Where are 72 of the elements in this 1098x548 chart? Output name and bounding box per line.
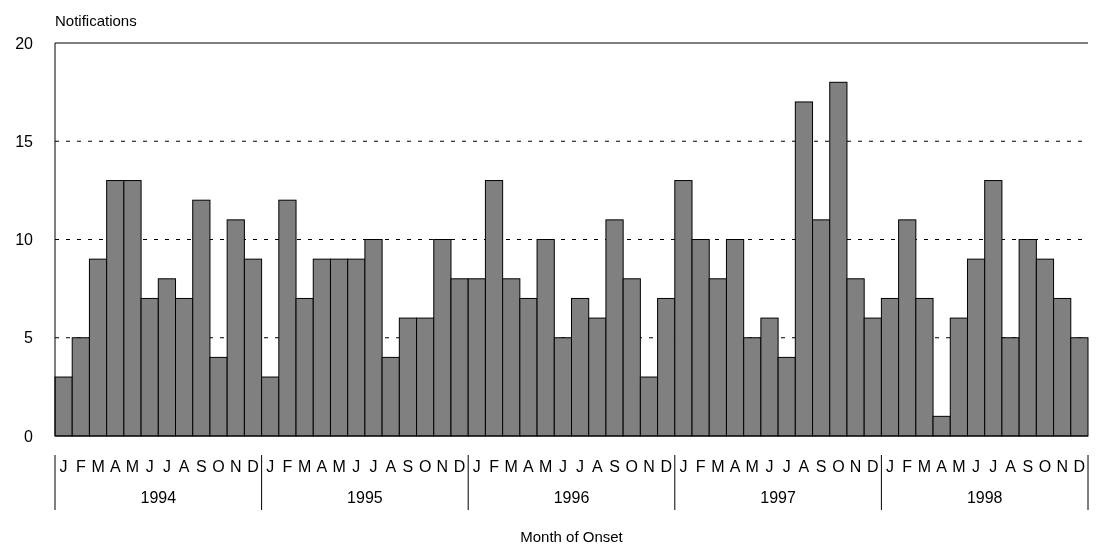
x-tick-label: A xyxy=(798,458,810,475)
y-tick-label: 10 xyxy=(15,231,34,249)
x-tick-label: A xyxy=(178,458,190,475)
x-tick-label: M xyxy=(917,458,932,475)
text: 1994 xyxy=(140,489,177,506)
x-tick-label: A xyxy=(109,458,121,475)
x-tick-label: J xyxy=(472,458,481,475)
x-tick-label: A xyxy=(523,458,535,475)
x-tick-label: N xyxy=(436,458,449,475)
x-tick-label: M xyxy=(297,458,312,475)
x-tick-label: N xyxy=(1056,458,1068,475)
x-tick-label: M xyxy=(539,458,553,475)
x-tick-label: F xyxy=(282,458,293,475)
x-tick-label: J xyxy=(972,458,981,475)
text: 1996 xyxy=(553,489,590,506)
x-tick-label: D xyxy=(453,458,466,475)
x-tick-label: J xyxy=(352,458,361,475)
x-tick-label: O xyxy=(418,458,432,475)
x-tick-label: J xyxy=(558,458,567,475)
y-tick-label: 0 xyxy=(24,427,34,445)
x-tick-label: S xyxy=(609,458,620,475)
x-tick-label: J xyxy=(59,458,68,475)
x-tick-label: D xyxy=(247,458,259,475)
x-tick-label: J xyxy=(162,458,171,475)
x-tick-label: F xyxy=(489,458,500,475)
x-tick-label: F xyxy=(902,458,913,475)
x-tick-label: S xyxy=(196,458,207,475)
x-tick-label: A xyxy=(591,458,603,475)
x-tick-label: A xyxy=(1005,458,1017,475)
x-tick-label: J xyxy=(145,458,154,475)
x-tick-label: M xyxy=(745,458,759,475)
x-tick-label: S xyxy=(402,458,414,475)
y-tick-label: 15 xyxy=(15,132,34,150)
x-tick-label: O xyxy=(1038,458,1052,475)
x-tick-label: M xyxy=(952,458,966,475)
x-tick-label: M xyxy=(332,458,346,475)
text: 1997 xyxy=(760,489,796,506)
x-tick-label: F xyxy=(75,458,86,475)
x-tick-label: A xyxy=(316,458,328,475)
text: 1998 xyxy=(966,489,1003,506)
x-tick-label: J xyxy=(765,458,774,475)
x-tick-label: O xyxy=(212,458,225,475)
x-tick-label: M xyxy=(91,458,105,475)
x-tick-label: J xyxy=(886,458,895,475)
x-tick-label: A xyxy=(936,458,948,475)
x-tick-label: J xyxy=(369,458,378,475)
y-axis-title: Notifications xyxy=(55,12,137,29)
x-tick-label: A xyxy=(729,458,741,475)
y-tick-label: 5 xyxy=(24,329,34,347)
x-tick-label: J xyxy=(266,458,275,475)
x-tick-label: M xyxy=(711,458,725,475)
x-tick-label: M xyxy=(125,458,140,475)
x-tick-label: F xyxy=(695,458,706,475)
x-tick-label: J xyxy=(989,458,998,475)
x-tick-label: O xyxy=(625,458,638,475)
x-tick-label: D xyxy=(660,458,672,475)
text: 1995 xyxy=(347,489,383,506)
x-tick-label: S xyxy=(815,458,827,475)
x-tick-label: D xyxy=(1073,458,1086,475)
x-tick-label: M xyxy=(504,458,518,475)
x-tick-label: A xyxy=(385,458,397,475)
x-tick-label: J xyxy=(679,458,688,475)
x-tick-label: J xyxy=(576,458,585,475)
x-tick-label: N xyxy=(229,458,242,475)
x-tick-label: S xyxy=(1022,458,1034,475)
x-tick-label: J xyxy=(782,458,791,475)
x-axis-title: Month of Onset xyxy=(520,528,624,545)
x-tick-label: N xyxy=(849,458,862,475)
x-tick-label: O xyxy=(832,458,845,475)
y-tick-label: 20 xyxy=(15,34,34,52)
x-tick-label: N xyxy=(643,458,655,475)
x-tick-label: D xyxy=(867,458,879,475)
